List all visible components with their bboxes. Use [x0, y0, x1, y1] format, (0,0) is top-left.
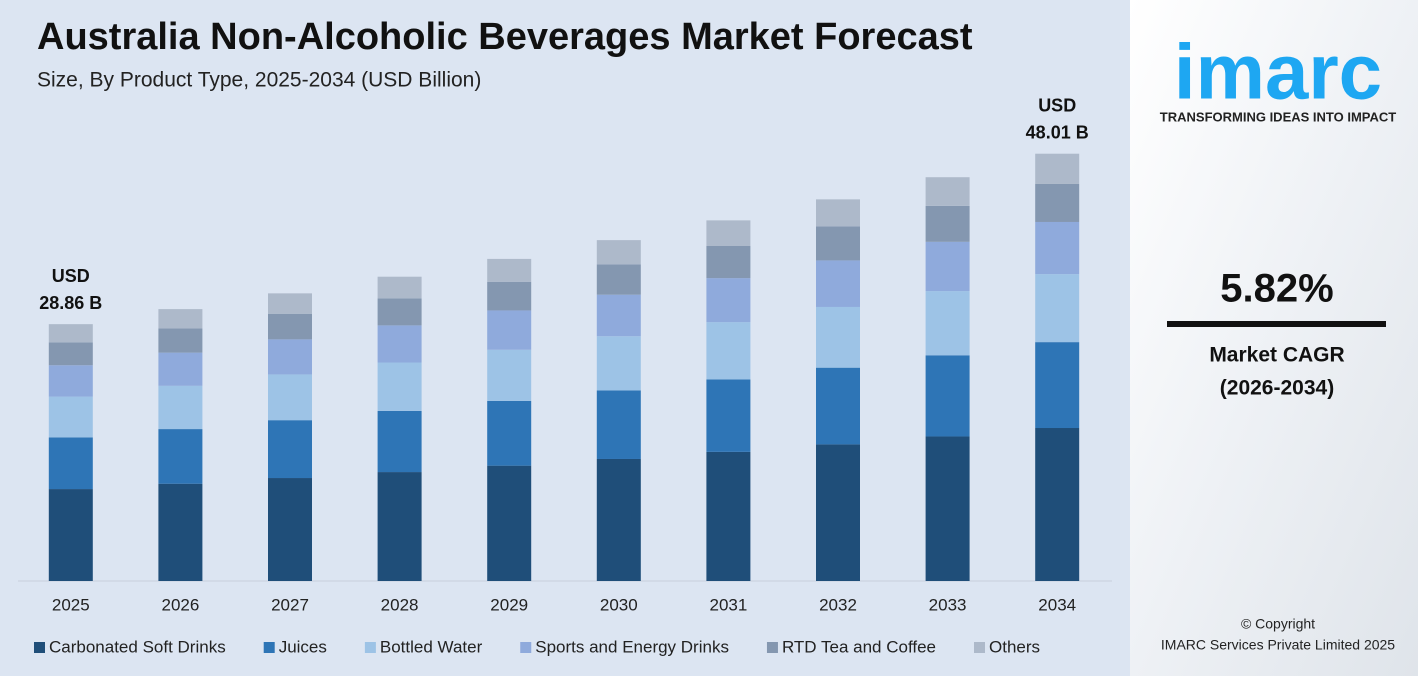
bar-segment: [706, 278, 751, 323]
bar-segment: [48, 437, 93, 490]
total-label: USD: [1038, 95, 1076, 115]
x-tick-label: 2031: [709, 595, 747, 614]
cagr-period: (2026-2034): [1220, 377, 1334, 400]
x-tick-label: 2025: [52, 595, 90, 614]
bar-segment: [816, 306, 860, 368]
bar-segment: [158, 483, 203, 581]
bar-segment: [487, 400, 532, 466]
bar-segment: [816, 444, 860, 581]
bar-segment: [487, 310, 532, 350]
x-tick-label: 2034: [1038, 595, 1076, 614]
legend-label: Sports and Energy Drinks: [535, 637, 729, 656]
chart-title: Australia Non-Alcoholic Beverages Market…: [37, 16, 973, 58]
bar-segment: [925, 205, 970, 242]
bar-segment: [596, 458, 641, 581]
bar-segment: [1035, 342, 1080, 429]
x-tick-label: 2030: [600, 595, 638, 614]
bar-segment: [377, 325, 422, 363]
bar-segment: [48, 489, 93, 581]
bar-segment: [706, 322, 751, 380]
bar-segment: [925, 241, 970, 292]
bar-segment: [268, 339, 312, 375]
bar-segment: [48, 342, 93, 366]
bar-segment: [706, 379, 751, 452]
legend-swatch: [364, 642, 376, 653]
bar-segment: [377, 472, 422, 581]
bar-segment: [596, 390, 641, 459]
bar-segment: [1035, 183, 1080, 222]
sidebar-background: [1130, 0, 1418, 676]
bar-segment: [268, 420, 312, 479]
legend-label: Carbonated Soft Drinks: [49, 637, 226, 656]
x-tick-label: 2029: [490, 595, 528, 614]
bar-segment: [816, 367, 860, 445]
bar-segment: [487, 281, 532, 311]
legend-swatch: [520, 642, 532, 653]
x-tick-label: 2032: [819, 595, 857, 614]
bar-segment: [48, 324, 93, 343]
bar-segment: [268, 293, 312, 314]
bar-segment: [158, 328, 203, 353]
bar-segment: [925, 436, 970, 581]
legend-swatch: [263, 642, 275, 653]
bar-segment: [596, 264, 641, 295]
bar-segment: [487, 349, 532, 401]
bar-segment: [487, 465, 532, 581]
bar-segment: [596, 294, 641, 337]
bar-segment: [377, 362, 422, 411]
bar-segment: [48, 365, 93, 397]
bar-segment: [925, 355, 970, 437]
bar-segment: [706, 220, 751, 247]
bar-segment: [158, 352, 203, 386]
bar-segment: [268, 313, 312, 340]
bar-segment: [596, 240, 641, 265]
legend-label: RTD Tea and Coffee: [782, 637, 936, 656]
bar-segment: [268, 478, 312, 581]
total-label: 48.01 B: [1026, 122, 1089, 142]
bar-segment: [596, 336, 641, 391]
bar-segment: [1035, 428, 1080, 581]
legend-label: Bottled Water: [380, 637, 483, 656]
bar-segment: [48, 396, 93, 438]
bar-segment: [158, 309, 203, 329]
bar-segment: [158, 385, 203, 430]
cagr-divider: [1167, 321, 1386, 327]
bar-segment: [487, 258, 532, 282]
bar-segment: [1035, 221, 1080, 275]
bar-segment: [816, 226, 860, 261]
legend-swatch: [766, 642, 778, 653]
x-tick-label: 2028: [381, 595, 419, 614]
legend-swatch: [34, 642, 45, 653]
x-tick-label: 2026: [161, 595, 199, 614]
bar-segment: [925, 177, 970, 206]
legend-label: Others: [989, 637, 1040, 656]
company: IMARC Services Private Limited 2025: [1161, 637, 1395, 653]
legend-swatch: [974, 642, 985, 653]
bar-segment: [706, 246, 751, 279]
logo: imarc: [1174, 28, 1382, 116]
cagr-value: 5.82%: [1220, 267, 1333, 311]
bar-segment: [377, 276, 422, 299]
x-tick-label: 2027: [271, 595, 309, 614]
cagr-label: Market CAGR: [1209, 344, 1344, 367]
bar-segment: [158, 429, 203, 484]
bar-segment: [377, 298, 422, 326]
total-label: USD: [52, 266, 90, 286]
bar-segment: [268, 374, 312, 421]
total-label: 28.86 B: [39, 293, 102, 313]
bar-segment: [816, 260, 860, 307]
bar-segment: [1035, 153, 1080, 184]
chart-subtitle: Size, By Product Type, 2025-2034 (USD Bi…: [37, 69, 481, 92]
tagline: TRANSFORMING IDEAS INTO IMPACT: [1160, 109, 1396, 124]
bar-segment: [816, 199, 860, 227]
x-tick-label: 2033: [929, 595, 967, 614]
bar-segment: [706, 451, 751, 581]
copyright: © Copyright: [1241, 616, 1315, 632]
bar-segment: [1035, 274, 1080, 343]
bar-segment: [377, 410, 422, 473]
legend-label: Juices: [279, 637, 327, 656]
bar-segment: [925, 291, 970, 356]
